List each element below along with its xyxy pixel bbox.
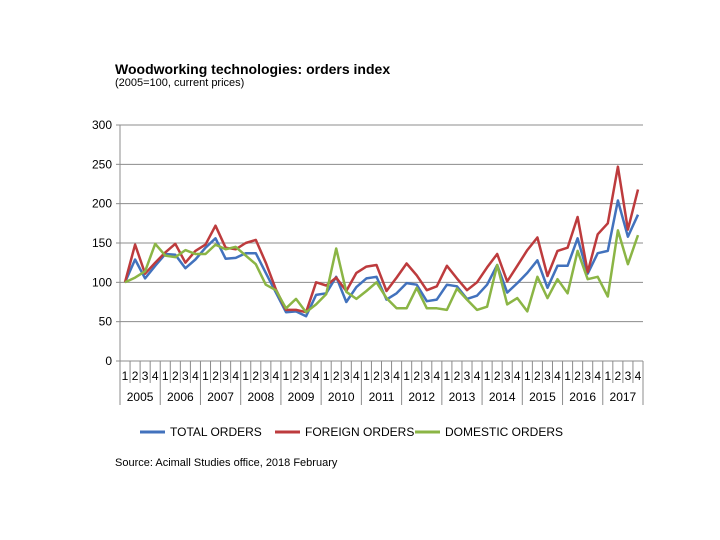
x-tick-label-quarter: 1 (122, 369, 129, 383)
series-line-domestic-orders (124, 229, 640, 314)
y-tick-label: 300 (92, 118, 112, 132)
source-note: Source: Acimall Studies office, 2018 Feb… (115, 457, 338, 469)
chart-subtitle: (2005=100, current prices) (115, 77, 245, 89)
x-tick-label-year: 2008 (247, 390, 274, 404)
x-tick-label-quarter: 3 (625, 369, 632, 383)
series-line-foreign-orders (123, 165, 640, 314)
x-tick-label-quarter: 4 (232, 369, 239, 383)
x-tick-label-year: 2009 (288, 390, 315, 404)
x-tick-label-quarter: 4 (514, 369, 521, 383)
x-tick-label-quarter: 3 (464, 369, 471, 383)
y-tick-label: 0 (105, 354, 112, 368)
x-tick-label-quarter: 1 (604, 369, 611, 383)
x-tick-label-quarter: 4 (635, 369, 642, 383)
x-tick-label-quarter: 4 (152, 369, 159, 383)
x-tick-label-quarter: 4 (474, 369, 481, 383)
legend-label: DOMESTIC ORDERS (445, 425, 563, 439)
x-tick-label-quarter: 2 (574, 369, 581, 383)
chart-title: Woodworking technologies: orders index (115, 61, 391, 77)
x-tick-label-quarter: 3 (423, 369, 430, 383)
x-tick-label-quarter: 3 (262, 369, 269, 383)
x-tick-label-quarter: 1 (363, 369, 370, 383)
x-tick-label-year: 2015 (529, 390, 556, 404)
x-tick-label-quarter: 4 (313, 369, 320, 383)
y-tick-label: 200 (92, 197, 112, 211)
x-tick-label-quarter: 4 (433, 369, 440, 383)
x-tick-label-year: 2011 (369, 390, 395, 404)
x-tick-label-year: 2010 (328, 390, 355, 404)
x-tick-label-quarter: 2 (494, 369, 501, 383)
x-tick-label-quarter: 1 (484, 369, 491, 383)
y-tick-label: 150 (92, 236, 112, 250)
x-tick-label-quarter: 2 (454, 369, 461, 383)
x-tick-label-quarter: 2 (172, 369, 179, 383)
x-tick-label-quarter: 3 (182, 369, 189, 383)
x-tick-label-quarter: 3 (222, 369, 229, 383)
x-tick-label-quarter: 3 (383, 369, 390, 383)
x-tick-label-quarter: 1 (564, 369, 571, 383)
series-line-total-orders (123, 199, 640, 318)
x-tick-label-year: 2006 (167, 390, 194, 404)
x-tick-label-quarter: 4 (594, 369, 601, 383)
x-tick-label-quarter: 1 (403, 369, 410, 383)
x-tick-label-quarter: 3 (343, 369, 350, 383)
x-tick-label-quarter: 1 (524, 369, 531, 383)
x-tick-label-year: 2013 (449, 390, 476, 404)
x-tick-label-quarter: 3 (544, 369, 551, 383)
x-tick-label-quarter: 3 (584, 369, 591, 383)
x-tick-label-quarter: 3 (142, 369, 149, 383)
x-tick-label-quarter: 4 (554, 369, 561, 383)
x-tick-label-quarter: 4 (393, 369, 400, 383)
y-tick-label: 250 (92, 157, 112, 171)
x-tick-label-quarter: 2 (333, 369, 340, 383)
x-tick-label-year: 2017 (610, 390, 637, 404)
x-tick-label-quarter: 2 (132, 369, 139, 383)
x-tick-label-quarter: 2 (293, 369, 300, 383)
x-tick-label-quarter: 4 (273, 369, 280, 383)
legend-label: TOTAL ORDERS (170, 425, 262, 439)
x-tick-label-quarter: 3 (303, 369, 310, 383)
x-tick-label-quarter: 2 (252, 369, 259, 383)
x-tick-label-quarter: 1 (444, 369, 451, 383)
x-tick-label-year: 2007 (207, 390, 234, 404)
legend-label: FOREIGN ORDERS (305, 425, 414, 439)
x-tick-label-quarter: 1 (242, 369, 249, 383)
x-tick-label-quarter: 4 (353, 369, 360, 383)
x-tick-label-quarter: 2 (615, 369, 622, 383)
x-tick-label-year: 2005 (127, 390, 154, 404)
y-tick-label: 50 (99, 315, 113, 329)
x-tick-label-year: 2012 (408, 390, 435, 404)
x-tick-label-quarter: 2 (413, 369, 420, 383)
x-tick-label-quarter: 2 (212, 369, 219, 383)
x-tick-label-quarter: 2 (534, 369, 541, 383)
x-tick-label-quarter: 3 (504, 369, 511, 383)
x-tick-label-year: 2016 (569, 390, 596, 404)
x-tick-label-quarter: 1 (323, 369, 330, 383)
y-tick-label: 100 (92, 275, 112, 289)
x-tick-label-quarter: 1 (283, 369, 290, 383)
x-tick-label-quarter: 2 (373, 369, 380, 383)
x-tick-label-year: 2014 (489, 390, 516, 404)
x-tick-label-quarter: 4 (192, 369, 199, 383)
x-tick-label-quarter: 1 (202, 369, 209, 383)
x-tick-label-quarter: 1 (162, 369, 169, 383)
